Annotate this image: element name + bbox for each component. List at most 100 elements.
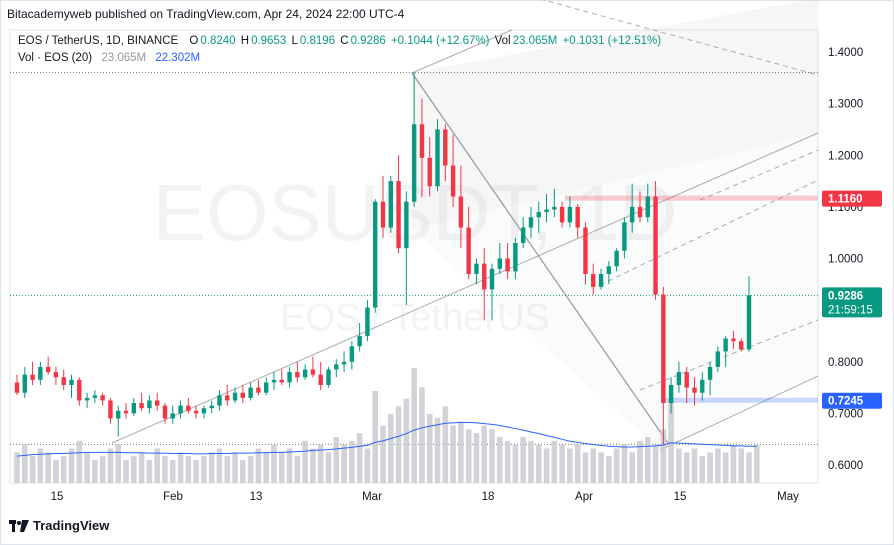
candle-body[interactable] xyxy=(139,403,144,409)
candle-body[interactable] xyxy=(637,206,643,218)
candle-body[interactable] xyxy=(92,395,98,398)
candle-body[interactable] xyxy=(295,372,300,378)
candle-body[interactable] xyxy=(598,273,604,287)
candle-body[interactable] xyxy=(100,395,105,401)
candle-body[interactable] xyxy=(240,392,246,398)
candle-body[interactable] xyxy=(318,374,323,385)
candle-body[interactable] xyxy=(201,408,207,414)
candle-body[interactable] xyxy=(746,295,752,350)
candle-body[interactable] xyxy=(575,206,580,228)
candle-body[interactable] xyxy=(209,405,214,409)
candle-body[interactable] xyxy=(225,395,230,401)
candle-body[interactable] xyxy=(614,250,619,267)
candle-body[interactable] xyxy=(131,403,137,414)
candle-body[interactable] xyxy=(14,382,20,393)
volume-indicator-label[interactable]: Vol · EOS (20) xyxy=(18,52,93,64)
candle-body[interactable] xyxy=(380,201,386,228)
candle-body[interactable] xyxy=(22,374,27,393)
candle-body[interactable] xyxy=(326,369,331,385)
candle-body[interactable] xyxy=(466,227,471,274)
candle-body[interactable] xyxy=(684,372,689,388)
candle-body[interactable] xyxy=(450,165,456,197)
candle-body[interactable] xyxy=(739,341,744,350)
candle-body[interactable] xyxy=(544,209,549,213)
candle-body[interactable] xyxy=(668,384,674,404)
candle-body[interactable] xyxy=(520,227,526,244)
candle-body[interactable] xyxy=(559,206,565,223)
candle-body[interactable] xyxy=(427,157,432,187)
candle-body[interactable] xyxy=(396,181,401,249)
candle-body[interactable] xyxy=(162,405,168,419)
candle-body[interactable] xyxy=(45,366,51,373)
candle-body[interactable] xyxy=(474,263,479,274)
candle-body[interactable] xyxy=(528,217,534,228)
candle-body[interactable] xyxy=(700,379,705,393)
candle-body[interactable] xyxy=(723,338,728,352)
candle-body[interactable] xyxy=(622,222,627,251)
candle-body[interactable] xyxy=(435,129,440,187)
candle-body[interactable] xyxy=(186,405,191,411)
candle-body[interactable] xyxy=(84,397,90,401)
candle-body[interactable] xyxy=(30,374,35,380)
candle-body[interactable] xyxy=(419,124,425,158)
candle-body[interactable] xyxy=(645,196,650,218)
candle-body[interactable] xyxy=(653,196,658,295)
support-level[interactable] xyxy=(665,397,818,403)
candle-body[interactable] xyxy=(606,266,612,274)
candle-body[interactable] xyxy=(365,307,370,336)
candle-body[interactable] xyxy=(497,258,503,269)
candle-body[interactable] xyxy=(248,387,253,398)
candle-body[interactable] xyxy=(38,366,43,380)
candle-body[interactable] xyxy=(404,201,409,249)
candle-body[interactable] xyxy=(715,351,721,367)
candle-body[interactable] xyxy=(232,392,238,401)
candle-body[interactable] xyxy=(256,387,261,393)
candle-body[interactable] xyxy=(552,206,557,210)
candle-body[interactable] xyxy=(505,258,510,272)
candle-body[interactable] xyxy=(707,366,713,380)
candle-body[interactable] xyxy=(373,201,378,308)
candle-body[interactable] xyxy=(536,212,541,218)
candle-body[interactable] xyxy=(388,181,393,228)
candle-body[interactable] xyxy=(69,379,74,385)
candle-body[interactable] xyxy=(302,369,308,378)
candle-body[interactable] xyxy=(170,413,175,419)
candle-body[interactable] xyxy=(310,369,316,375)
candle-body[interactable] xyxy=(458,196,464,228)
candle-body[interactable] xyxy=(193,410,199,414)
candle-body[interactable] xyxy=(123,410,129,414)
candle-body[interactable] xyxy=(116,410,121,419)
candle-body[interactable] xyxy=(591,273,596,287)
candle-body[interactable] xyxy=(61,377,66,385)
candle-body[interactable] xyxy=(287,372,292,383)
candle-body[interactable] xyxy=(411,124,417,202)
candle-body[interactable] xyxy=(334,364,339,370)
candle-body[interactable] xyxy=(443,129,448,166)
resistance-level[interactable] xyxy=(565,195,818,201)
candle-body[interactable] xyxy=(178,405,183,414)
candle-body[interactable] xyxy=(661,294,666,404)
candle-body[interactable] xyxy=(357,335,362,347)
candle-body[interactable] xyxy=(513,243,518,272)
candle-body[interactable] xyxy=(489,268,495,290)
candle-body[interactable] xyxy=(349,346,355,362)
candle-body[interactable] xyxy=(731,338,736,342)
candle-body[interactable] xyxy=(271,379,277,383)
candle-body[interactable] xyxy=(108,400,113,419)
candle-body[interactable] xyxy=(53,372,59,378)
candle-body[interactable] xyxy=(147,400,152,409)
candle-body[interactable] xyxy=(676,372,682,385)
candle-body[interactable] xyxy=(77,379,82,401)
candle-body[interactable] xyxy=(692,387,697,393)
symbol-label[interactable]: EOS / TetherUS, 1D, BINANCE xyxy=(18,35,179,47)
candle-body[interactable] xyxy=(567,206,573,223)
tradingview-logo[interactable]: TradingView xyxy=(9,518,109,533)
candle-body[interactable] xyxy=(629,206,635,223)
candle-body[interactable] xyxy=(154,400,160,406)
candle-body[interactable] xyxy=(482,263,487,290)
candle-body[interactable] xyxy=(341,361,347,365)
candle-body[interactable] xyxy=(279,379,284,383)
candle-body[interactable] xyxy=(583,227,588,274)
candle-body[interactable] xyxy=(263,382,269,393)
